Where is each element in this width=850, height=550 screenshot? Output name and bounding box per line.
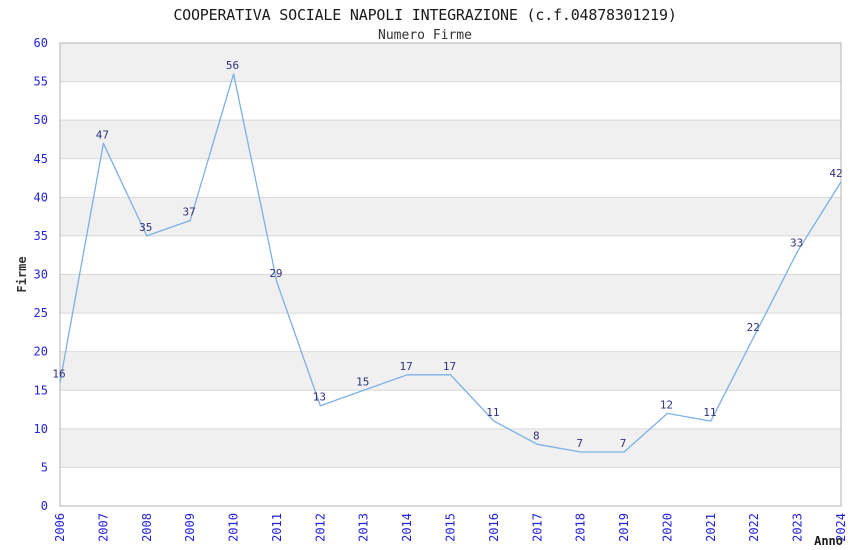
plot-band (60, 390, 841, 429)
chart-subtitle: Numero Firme (378, 28, 472, 43)
x-tick-label: 2008 (140, 513, 154, 542)
y-tick-label: 5 (41, 460, 48, 474)
y-tick-label: 35 (34, 229, 48, 243)
data-label: 13 (313, 391, 326, 404)
plot-band (60, 467, 841, 506)
data-label: 35 (139, 221, 152, 234)
data-label: 47 (96, 128, 109, 141)
data-label: 7 (576, 437, 583, 450)
y-tick-label: 60 (34, 36, 48, 50)
plot-band (60, 158, 841, 198)
data-label: 37 (183, 205, 196, 218)
y-tick-label: 0 (41, 499, 48, 513)
plot-band (60, 43, 841, 82)
y-tick-label: 10 (34, 422, 48, 436)
plot-border (59, 42, 842, 507)
x-tick-label: 2019 (617, 513, 631, 542)
data-label: 15 (356, 375, 369, 388)
plot-band (60, 235, 841, 275)
x-tick-label: 2014 (400, 513, 414, 542)
y-tick-label: 30 (34, 268, 48, 282)
x-tick-label: 2007 (96, 513, 110, 542)
data-label: 11 (486, 406, 499, 419)
y-tick-label: 15 (34, 383, 48, 397)
data-label: 11 (703, 406, 716, 419)
y-tick-label: 55 (34, 75, 48, 89)
plot-band (60, 428, 841, 468)
data-label: 16 (52, 368, 65, 381)
plot-band (60, 81, 841, 121)
x-tick-label: 2020 (660, 513, 674, 542)
x-tick-label: 2017 (530, 513, 544, 542)
plot-band (60, 351, 841, 391)
chart-title: COOPERATIVA SOCIALE NAPOLI INTEGRAZIONE … (173, 6, 677, 24)
x-tick-label: 2016 (487, 513, 501, 542)
x-tick-label: 2011 (270, 513, 284, 542)
x-tick-label: 2006 (53, 513, 67, 542)
data-label: 17 (443, 360, 456, 373)
data-label: 8 (533, 429, 540, 442)
data-label: 42 (829, 167, 842, 180)
x-tick-label: 2022 (747, 513, 761, 542)
x-tick-label: 2010 (227, 513, 241, 542)
x-tick-label: 2009 (183, 513, 197, 542)
x-tick-label: 2012 (313, 513, 327, 542)
data-label: 17 (399, 360, 412, 373)
x-tick-label: 2023 (791, 513, 805, 542)
data-label: 12 (660, 398, 673, 411)
y-tick-label: 20 (34, 345, 48, 359)
data-label: 7 (620, 437, 627, 450)
data-label: 56 (226, 59, 239, 72)
plot-band (60, 313, 841, 352)
plot-band (60, 274, 841, 314)
series-line (59, 73, 842, 453)
x-tick-label: 2015 (444, 513, 458, 542)
plot-band (60, 120, 841, 159)
x-tick-label: 2018 (574, 513, 588, 542)
y-tick-label: 45 (34, 152, 48, 166)
x-axis-label: Anno (814, 534, 843, 548)
x-tick-label: 2013 (357, 513, 371, 542)
y-axis-label: Firme (15, 256, 29, 292)
x-tick-label: 2024 (834, 513, 848, 542)
x-tick-label: 2021 (704, 513, 718, 542)
data-label: 29 (269, 267, 282, 280)
data-label: 22 (747, 321, 760, 334)
plot-band (60, 197, 841, 236)
data-label: 33 (790, 236, 803, 249)
y-tick-label: 50 (34, 113, 48, 127)
y-tick-label: 25 (34, 306, 48, 320)
y-tick-label: 40 (34, 190, 48, 204)
